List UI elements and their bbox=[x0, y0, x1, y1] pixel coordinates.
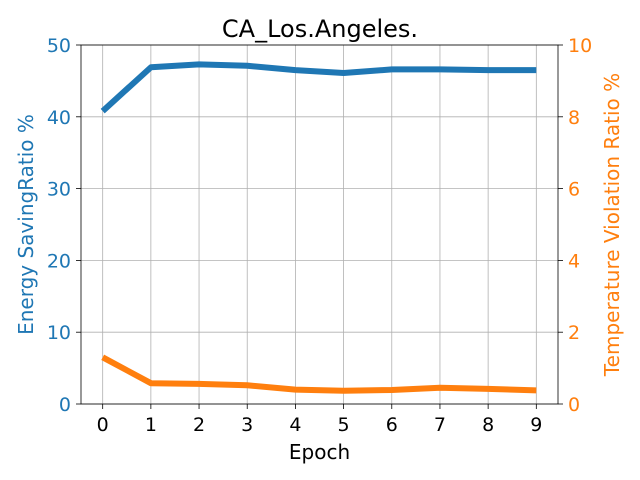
plot-border bbox=[80, 44, 559, 405]
x-tick-label: 9 bbox=[530, 414, 542, 436]
y-left-tick-label: 40 bbox=[47, 107, 71, 129]
x-tick-label: 7 bbox=[434, 414, 446, 436]
series-lines bbox=[100, 61, 537, 394]
y-right-tick-label: 6 bbox=[568, 179, 580, 201]
series-line-left bbox=[100, 61, 537, 114]
x-tick-label: 2 bbox=[193, 414, 205, 436]
ticks: 0 1 2 3 4 5 6 7 8 9 0 10 20 30 40 50 0 2 4 6 8 10 bbox=[47, 35, 592, 436]
chart-title: CA_Los.Angeles. bbox=[222, 15, 418, 43]
x-tick-label: 3 bbox=[241, 414, 253, 436]
y-left-tick-label: 10 bbox=[47, 322, 71, 344]
x-tick-label: 6 bbox=[386, 414, 398, 436]
x-tick-label: 4 bbox=[289, 414, 301, 436]
y-left-tick-label: 30 bbox=[47, 179, 71, 201]
x-tick-label: 1 bbox=[145, 414, 157, 436]
y-right-tick-label: 10 bbox=[568, 35, 592, 57]
x-tick-label: 8 bbox=[482, 414, 494, 436]
y-right-tick-label: 8 bbox=[568, 107, 580, 129]
x-tick-label: 0 bbox=[97, 414, 109, 436]
y-right-tick-label: 4 bbox=[568, 250, 580, 272]
y-left-tick-label: 20 bbox=[47, 250, 71, 272]
x-tick-label: 5 bbox=[338, 414, 350, 436]
y-axis-label-left: Energy SavingRatio % bbox=[14, 114, 38, 335]
series-line-right bbox=[101, 354, 537, 394]
y-left-tick-label: 0 bbox=[59, 394, 71, 416]
y-left-tick-label: 50 bbox=[47, 35, 71, 57]
grid bbox=[81, 44, 558, 405]
y-axis-label-right: Temperature Violation Ratio % bbox=[600, 73, 624, 377]
y-right-tick-label: 0 bbox=[568, 394, 580, 416]
x-axis-label: Epoch bbox=[289, 440, 350, 464]
plot-frame bbox=[80, 44, 559, 405]
y-right-tick-label: 2 bbox=[568, 322, 580, 344]
